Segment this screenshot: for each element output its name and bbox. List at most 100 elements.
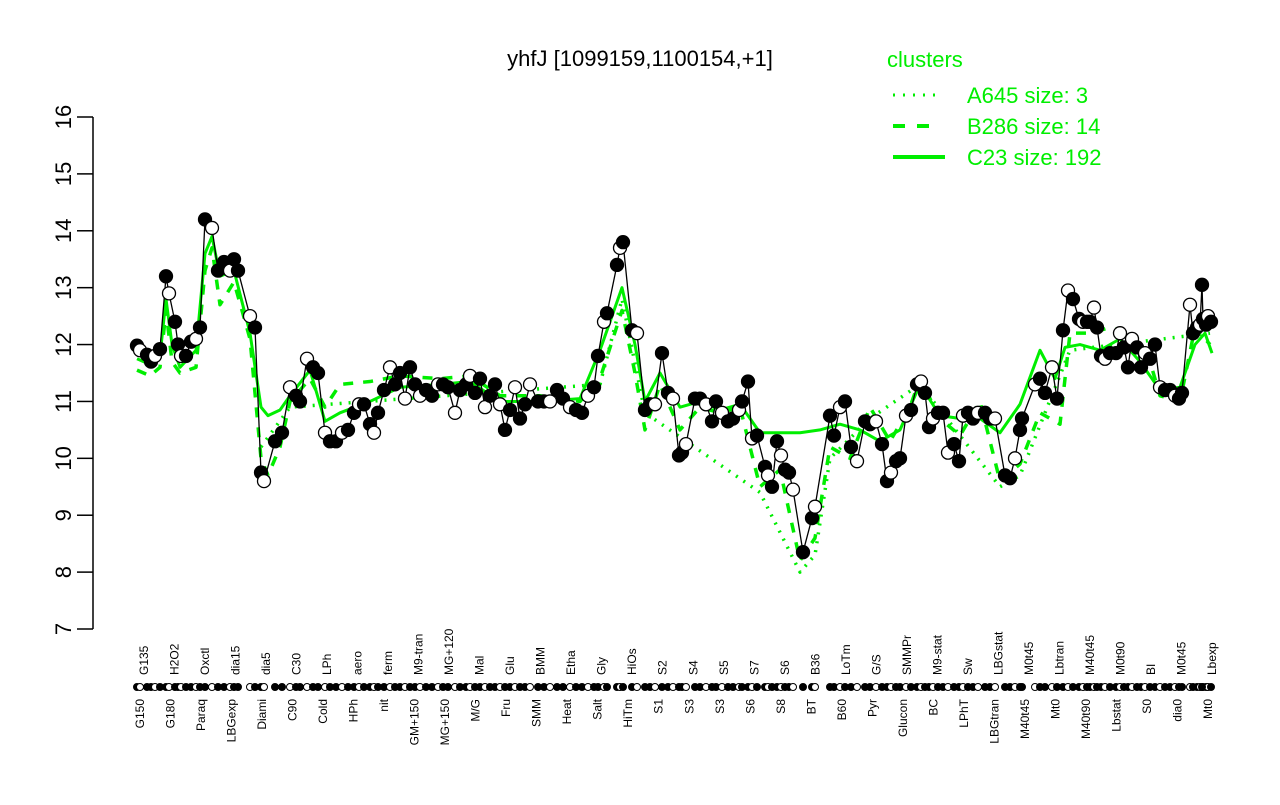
legend-entry-b286: B286 size: 14 [893,114,1100,139]
condition-marker [619,683,627,691]
condition-marker [234,683,242,691]
data-point [1112,326,1128,341]
data-point [574,405,590,420]
x-tick-label-top: Oxctl [198,648,212,675]
x-tick-label-top: M40t45 [1083,635,1097,675]
data-point [764,479,780,494]
legend-title: clusters [887,47,963,72]
data-point [647,397,663,412]
x-tick-label-top: S5 [717,660,731,675]
condition-marker [811,683,819,691]
condition-marker [853,683,861,691]
data-point [158,269,174,284]
data-point [472,371,488,386]
data-point [849,454,865,469]
x-tick-label-bottom: S6 [743,699,757,714]
data-point [376,382,392,398]
x-tick-label-top: LoTm [839,644,853,675]
x-tick-label-top: C30 [290,653,304,675]
data-point [167,314,183,329]
x-tick-label-bottom: SMM [530,699,544,727]
data-point [1049,391,1065,406]
x-tick-label-top: BMM [534,647,548,675]
condition-marker [201,683,209,691]
data-point [1182,297,1198,312]
x-tick-label-bottom: HiTm [621,699,635,728]
x-tick-label-top: Lbtran [1052,641,1066,675]
data-point [204,220,220,236]
x-tick-label-top: aero [351,651,365,675]
data-point [1120,360,1136,375]
x-tick-label-top: M0t45 [1174,641,1188,675]
x-tick-label-top: S4 [686,660,700,675]
data-point [522,377,538,392]
x-tick-label-bottom: Mt0 [1048,699,1062,719]
data-point [274,425,290,440]
y-tick-label: 13 [51,275,76,299]
data-point [447,405,463,420]
x-tick-label-top: dia15 [229,645,243,675]
data-point [370,405,386,420]
data-point [951,454,967,469]
data-point [402,360,418,375]
x-tick-label-bottom: Glucon [896,699,910,737]
y-tick-label: 8 [51,566,76,578]
x-tick-label-top: MG+120 [442,628,456,675]
data-point [785,482,801,497]
x-tick-label-bottom: S3 [682,699,696,714]
condition-marker [136,683,144,691]
data-point [1065,291,1081,307]
data-point [665,391,681,406]
data-point [497,422,513,438]
data-point [807,499,823,514]
x-tick-label-bottom: BT [804,698,818,714]
data-point [1147,337,1163,352]
condition-marker [1178,683,1186,691]
data-point [192,320,208,335]
data-point [1203,314,1219,329]
x-tick-label-bottom: M40t90 [1079,699,1093,739]
x-tick-label-top: Mal [473,656,487,675]
chart-title: yhfJ [1099159,1100154,+1] [507,46,773,71]
x-tick-label-bottom: S8 [774,699,788,714]
condition-marker [633,683,641,691]
data-point [781,465,797,480]
data-point [487,377,503,392]
condition-marker [1041,683,1049,691]
data-point [708,394,724,409]
data-point [1133,360,1149,375]
data-point [590,348,606,364]
x-tick-label-bottom: S0 [1140,699,1154,714]
data-point [366,425,382,440]
y-tick-label: 10 [51,446,76,470]
x-tick-label-bottom: S1 [652,699,666,714]
data-point [987,411,1003,426]
x-tick-label-bottom: Fru [499,699,513,717]
data-point [654,345,670,361]
data-point [704,414,720,429]
legend-label: C23 size: 192 [967,145,1102,170]
x-tick-label-top: G135 [137,645,151,675]
data-point [1032,371,1048,386]
x-tick-label-bottom: M/G [469,699,483,722]
data-point [843,439,859,455]
condition-marker [314,683,322,691]
data-point [230,263,246,278]
data-point [512,411,528,426]
y-tick-label: 7 [51,623,76,635]
data-point [874,436,890,452]
data-point [609,257,625,273]
x-tick-label-bottom: BC [926,699,940,716]
y-tick-label: 12 [51,332,76,356]
data-point [892,451,908,466]
x-tick-label-bottom: nit [377,698,391,711]
condition-marker [444,683,452,691]
data-point [615,235,631,250]
x-tick-label-bottom: G180 [164,699,178,729]
condition-marker [260,683,268,691]
condition-marker [296,683,304,691]
y-tick-label: 14 [51,219,76,243]
data-point [734,394,750,409]
condition-marker [753,683,761,691]
x-tick-label-bottom: LBGtran [987,699,1001,744]
